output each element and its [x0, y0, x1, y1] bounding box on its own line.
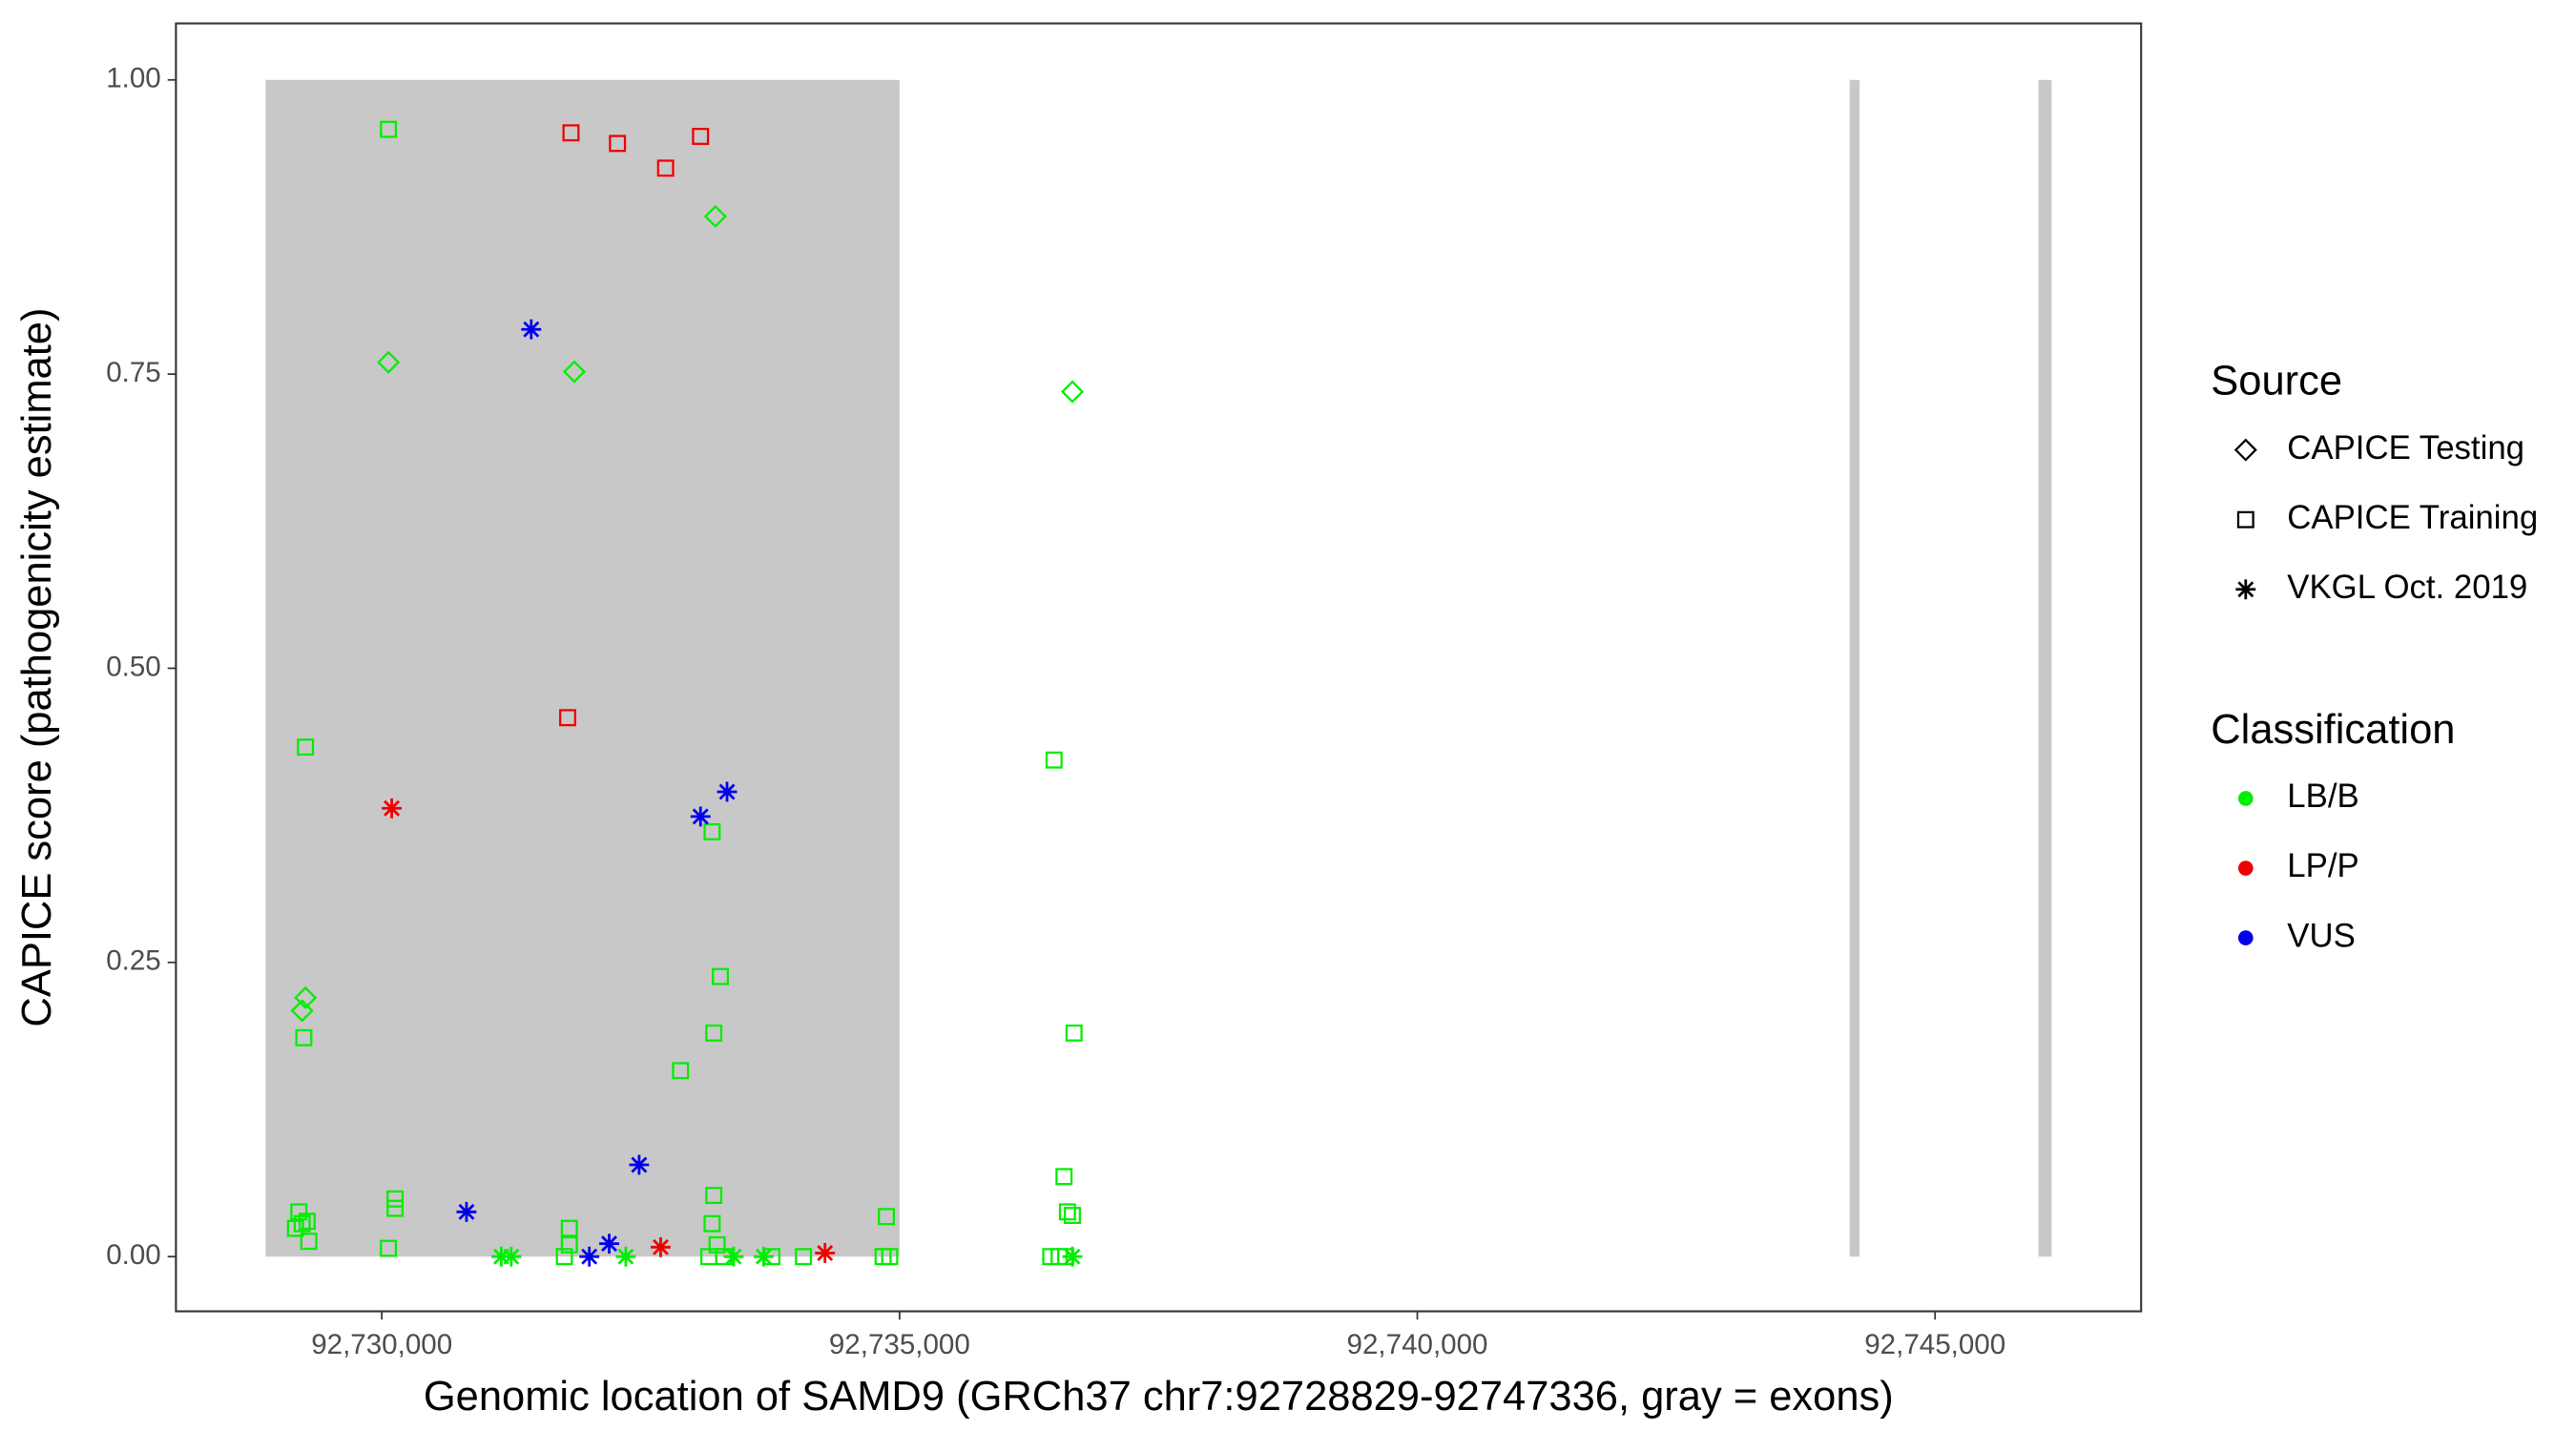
point — [300, 1233, 318, 1251]
point — [703, 822, 721, 840]
point — [881, 1248, 899, 1266]
point — [651, 1236, 671, 1257]
point — [559, 709, 576, 727]
point — [1060, 380, 1085, 404]
point — [672, 1062, 690, 1080]
point — [560, 1219, 578, 1237]
point — [599, 1234, 619, 1255]
exon — [265, 79, 900, 1257]
point — [609, 135, 627, 153]
point — [1055, 1168, 1073, 1186]
legend-title: Source — [2211, 359, 2342, 404]
point — [501, 1246, 522, 1267]
y-tick-label: 0.00 — [106, 1239, 161, 1271]
point — [386, 1190, 405, 1208]
plot-border — [175, 22, 2143, 1313]
point — [705, 1024, 723, 1042]
point — [294, 985, 318, 1009]
point — [380, 120, 398, 138]
point — [723, 1246, 744, 1267]
point — [377, 350, 401, 374]
legend-key — [2237, 791, 2254, 806]
point — [386, 1199, 405, 1217]
exon — [2038, 79, 2052, 1257]
legend-key — [2233, 438, 2257, 462]
point — [293, 1214, 311, 1233]
point — [521, 319, 542, 340]
legend-label: LB/B — [2287, 778, 2358, 815]
point — [878, 1208, 896, 1226]
point — [562, 360, 586, 384]
point — [656, 159, 675, 177]
legend-label: VUS — [2287, 918, 2356, 954]
point — [692, 127, 710, 145]
legend-label: CAPICE Testing — [2287, 430, 2524, 467]
point — [1062, 1246, 1083, 1267]
y-tick-label: 0.25 — [106, 945, 161, 977]
point — [456, 1201, 477, 1222]
point — [380, 1239, 398, 1257]
point — [1065, 1024, 1083, 1042]
y-tick-label: 0.75 — [106, 357, 161, 388]
point — [753, 1246, 774, 1267]
y-axis-title: CAPICE score (pathogenicity estimate) — [14, 308, 60, 1027]
point — [297, 738, 315, 757]
x-axis-title: Genomic location of SAMD9 (GRCh37 chr7:9… — [424, 1374, 1894, 1420]
point — [705, 1187, 723, 1205]
y-tick-label: 0.50 — [106, 651, 161, 682]
point — [295, 1028, 313, 1047]
point — [1064, 1207, 1081, 1224]
point — [717, 781, 737, 802]
point — [815, 1243, 836, 1263]
legend-label: VKGL Oct. 2019 — [2287, 570, 2527, 606]
legend-key — [2237, 930, 2254, 945]
exon — [1849, 79, 1859, 1257]
x-tick-label: 92,735,000 — [829, 1329, 970, 1360]
legend-key — [2237, 861, 2254, 876]
point — [562, 124, 580, 142]
y-tick-label: 1.00 — [106, 63, 161, 94]
legend-key — [2235, 579, 2256, 600]
point — [560, 1235, 578, 1254]
point — [579, 1246, 600, 1267]
point — [298, 1213, 316, 1231]
point — [795, 1248, 813, 1266]
point — [290, 999, 314, 1023]
x-tick-label: 92,745,000 — [1864, 1329, 2005, 1360]
legend-title: Classification — [2211, 707, 2455, 753]
x-tick-label: 92,730,000 — [311, 1329, 452, 1360]
point — [712, 967, 730, 985]
legend-key — [2236, 510, 2254, 529]
x-tick-label: 92,740,000 — [1347, 1329, 1488, 1360]
point — [703, 204, 727, 228]
point — [1045, 751, 1063, 769]
point — [615, 1246, 636, 1267]
point — [1058, 1203, 1076, 1221]
legend-label: LP/P — [2287, 848, 2358, 884]
point — [555, 1248, 573, 1266]
point — [629, 1154, 650, 1175]
point — [703, 1214, 721, 1233]
legend-label: CAPICE Training — [2287, 500, 2538, 536]
point — [382, 798, 403, 819]
point — [690, 806, 711, 827]
